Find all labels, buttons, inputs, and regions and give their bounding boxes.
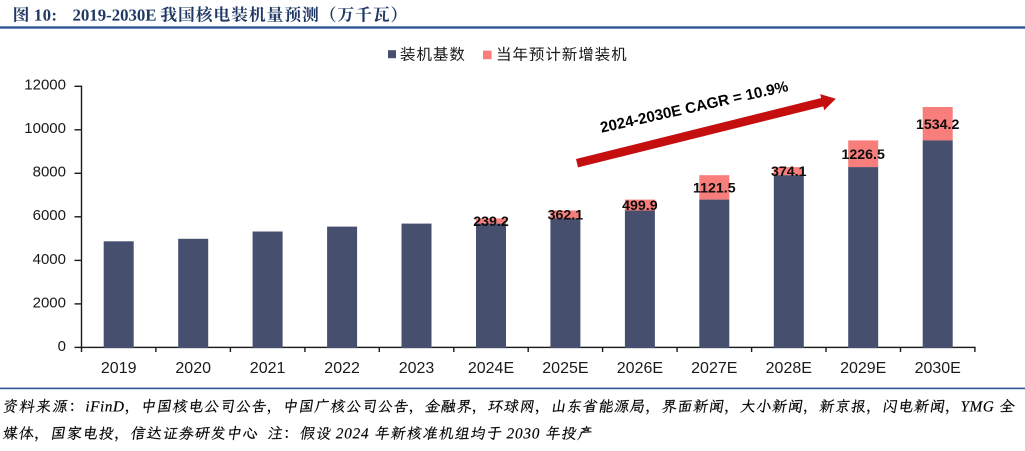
svg-text:2030E: 2030E — [915, 360, 961, 377]
svg-text:2019: 2019 — [101, 360, 137, 377]
svg-text:499.9: 499.9 — [622, 198, 658, 214]
svg-text:2026E: 2026E — [617, 360, 663, 377]
svg-text:1226.5: 1226.5 — [841, 147, 885, 163]
svg-text:1121.5: 1121.5 — [693, 181, 736, 197]
svg-text:12000: 12000 — [24, 77, 66, 94]
svg-text:2028E: 2028E — [766, 360, 812, 377]
svg-text:2021: 2021 — [250, 360, 286, 377]
svg-text:1534.2: 1534.2 — [916, 117, 960, 133]
svg-text:2000: 2000 — [33, 294, 66, 311]
svg-text:362.1: 362.1 — [548, 208, 584, 224]
svg-text:6000: 6000 — [33, 207, 66, 224]
svg-text:2027E: 2027E — [691, 360, 737, 377]
svg-text:374.1: 374.1 — [771, 164, 807, 180]
svg-text:2025E: 2025E — [542, 360, 588, 377]
svg-text:2029E: 2029E — [840, 360, 886, 377]
svg-text:239.2: 239.2 — [473, 214, 509, 230]
svg-text:4000: 4000 — [33, 251, 66, 268]
svg-text:2024E: 2024E — [468, 360, 514, 377]
svg-text:2022: 2022 — [324, 360, 360, 377]
svg-text:2023: 2023 — [399, 360, 435, 377]
svg-text:8000: 8000 — [33, 164, 66, 181]
svg-text:2020: 2020 — [175, 360, 211, 377]
svg-text:10000: 10000 — [24, 120, 66, 137]
svg-text:0: 0 — [58, 338, 66, 355]
